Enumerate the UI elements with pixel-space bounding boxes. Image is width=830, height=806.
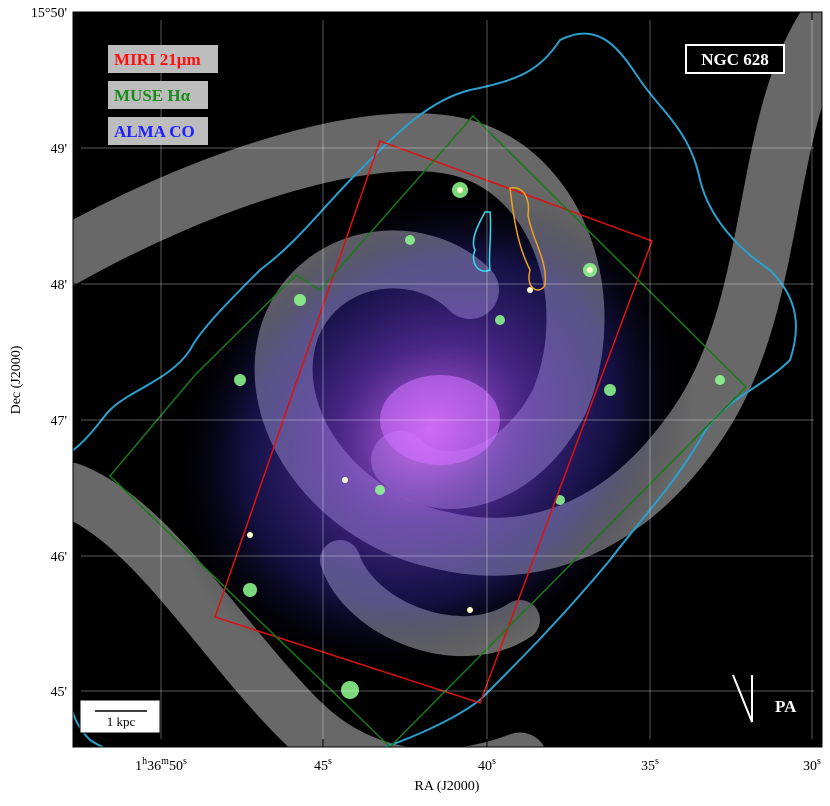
x-tick-part: s xyxy=(817,756,821,767)
x-tick-label: 40s xyxy=(478,756,496,774)
x-tick-part: s xyxy=(328,756,332,767)
pa-label: PA xyxy=(775,697,797,716)
x-tick-label: 45s xyxy=(314,756,332,774)
x-tick-part: s xyxy=(492,756,496,767)
y-tick-label: 49' xyxy=(50,142,67,157)
x-tick-part: s xyxy=(655,756,659,767)
y-tick-label: 15°50' xyxy=(31,6,67,21)
x-tick-part: m xyxy=(161,756,169,767)
y-tick-label: 47' xyxy=(50,414,67,429)
y-tick-label: 45' xyxy=(50,685,67,700)
object-name: NGC 628 xyxy=(701,50,769,69)
x-tick-part: 50 xyxy=(169,759,183,774)
y-tick-label: 46' xyxy=(50,550,67,565)
y-axis-label: Dec (J2000) xyxy=(9,345,24,414)
x-tick-label: 30s xyxy=(803,756,821,774)
legend-miri: MIRI 21μm xyxy=(114,50,201,69)
legend-alma: ALMA CO xyxy=(114,122,195,141)
image xyxy=(73,12,822,747)
x-tick-part: 1 xyxy=(135,759,142,774)
y-tick-label: 48' xyxy=(50,278,67,293)
x-axis-label: RA (J2000) xyxy=(415,779,480,794)
x-tick-part: 35 xyxy=(641,759,655,774)
x-tick-part: h xyxy=(142,756,147,767)
legend-muse: MUSE Hα xyxy=(114,86,191,105)
x-tick-label: 35s xyxy=(641,756,659,774)
x-tick-label: 1h36m50s xyxy=(135,756,187,774)
x-tick-part: 36 xyxy=(147,759,161,774)
x-tick-part: s xyxy=(183,756,187,767)
x-tick-part: 40 xyxy=(478,759,492,774)
scale-bar-label: 1 kpc xyxy=(107,714,136,729)
x-tick-part: 30 xyxy=(803,759,817,774)
x-tick-part: 45 xyxy=(314,759,328,774)
